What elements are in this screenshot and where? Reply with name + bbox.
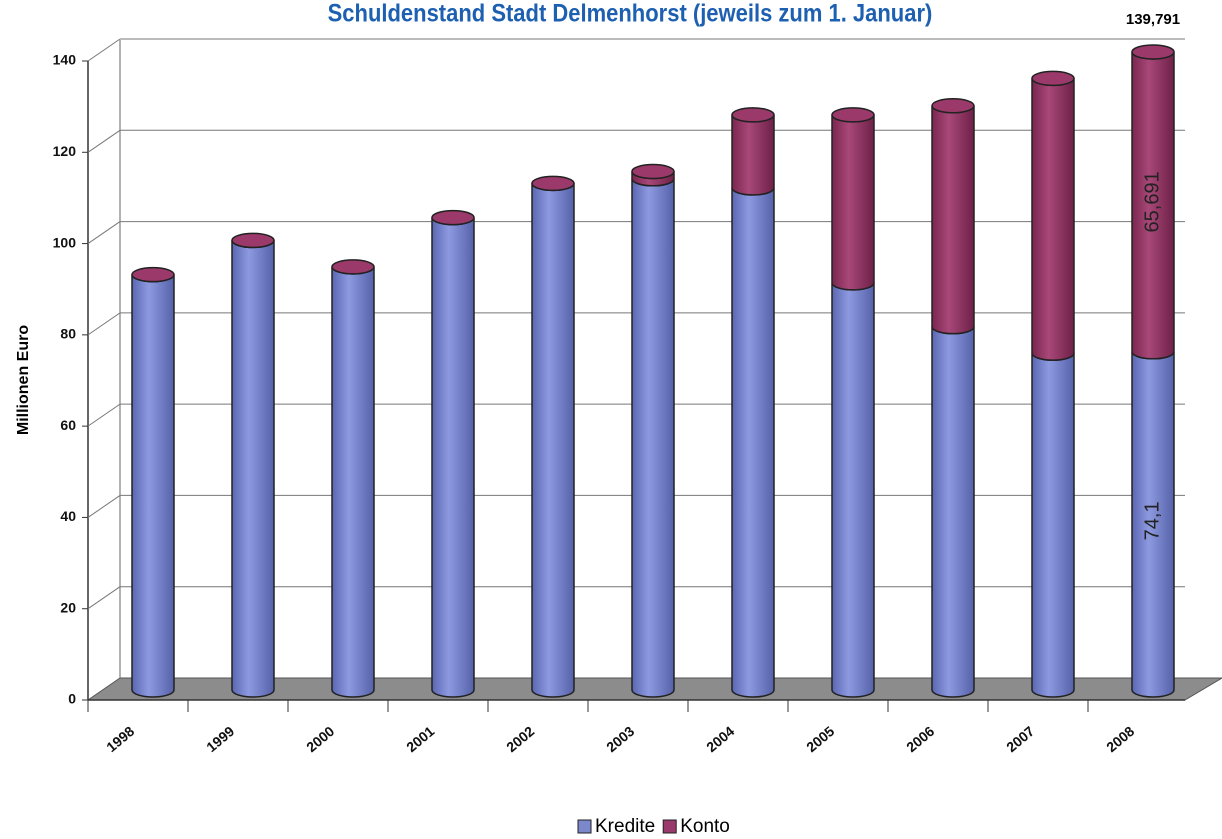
legend-label: Konto — [680, 816, 730, 837]
bar-top — [1131, 44, 1175, 60]
grid-line-side — [87, 495, 121, 518]
bar-top — [1031, 70, 1075, 87]
bar-segment — [631, 178, 675, 698]
grid-line-side — [87, 312, 121, 336]
x-tick-label: 2001 — [403, 723, 437, 755]
bar-top — [731, 107, 775, 123]
x-tick-label: 2005 — [803, 723, 837, 755]
x-tick-label: 1998 — [103, 723, 137, 755]
y-tick-label: 60 — [60, 417, 76, 433]
grid-line-side — [87, 403, 121, 427]
chart-title: Schuldenstand Stadt Delmenhorst (jeweils… — [328, 0, 933, 27]
grid-line-side — [87, 221, 121, 244]
x-tick-label: 2002 — [503, 723, 537, 755]
legend-label: Kredite — [595, 816, 655, 837]
bar-top — [331, 259, 375, 275]
bar-segment — [1031, 352, 1075, 698]
bar-segment — [931, 326, 975, 698]
x-tick-label: 2003 — [603, 723, 637, 755]
y-tick-label: 120 — [53, 143, 77, 159]
y-tick-label: 100 — [53, 234, 77, 250]
bar-top — [131, 266, 175, 283]
bar-top — [631, 163, 675, 180]
bar-segment — [231, 240, 275, 698]
x-tick-label: 1999 — [203, 723, 237, 755]
x-tick-label: 2000 — [303, 723, 337, 755]
bar-segment — [531, 183, 575, 698]
bar-segment — [431, 217, 475, 698]
bar-segment — [731, 187, 775, 698]
bar-top — [431, 209, 475, 226]
x-tick-label: 2007 — [1003, 723, 1037, 755]
grid-line-side — [87, 129, 121, 153]
y-tick-label: 40 — [60, 508, 76, 524]
legend-swatch — [577, 819, 592, 834]
bar-top — [831, 107, 875, 123]
y-tick-label: 140 — [53, 52, 77, 68]
legend: Kredite Konto — [577, 816, 730, 837]
bar-segment — [831, 282, 875, 698]
x-tick-label: 2006 — [903, 723, 937, 755]
bar-segment — [131, 274, 175, 698]
y-tick-label: 20 — [60, 599, 76, 615]
y-axis-label: Millionen Euro — [15, 325, 32, 435]
value-label: 65,691 — [1141, 171, 1163, 232]
bar-top — [231, 232, 275, 249]
bar-segment — [731, 114, 775, 196]
bar-segment — [931, 105, 975, 335]
y-tick-label: 0 — [68, 691, 76, 707]
legend-swatch — [662, 819, 677, 834]
annotation: 139,791 — [1126, 11, 1180, 28]
bar-segment — [331, 266, 375, 698]
y-tick-label: 80 — [60, 326, 76, 342]
value-label: 74,1 — [1141, 501, 1163, 540]
grid-line-side — [87, 586, 121, 610]
x-tick-label: 2004 — [703, 723, 737, 755]
bar-top — [931, 98, 975, 114]
x-tick-label: 2008 — [1103, 723, 1137, 755]
bars: 74,1 65,691 — [131, 44, 1175, 698]
bar-segment — [1031, 78, 1075, 361]
bar-segment — [831, 114, 875, 291]
bar-top — [531, 175, 575, 192]
grid-line-side — [87, 38, 121, 62]
